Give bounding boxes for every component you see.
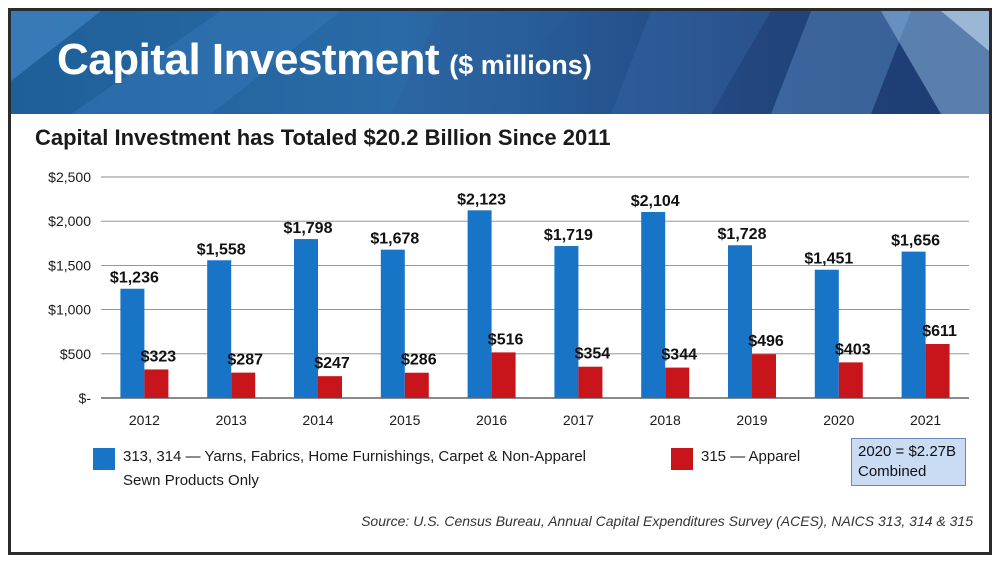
bar-series-1 [294, 239, 318, 398]
data-label-series-1: $1,719 [544, 227, 593, 244]
data-label-series-2: $354 [575, 346, 611, 363]
legend-label-series-1-line2: Sewn Products Only [123, 472, 259, 489]
bar-series-1 [901, 251, 926, 398]
bar-series-2 [578, 366, 603, 398]
x-tick-label: 2018 [650, 412, 681, 428]
data-label-series-2: $611 [922, 323, 957, 340]
bar-series-2 [665, 367, 690, 398]
data-label-series-2: $323 [141, 348, 177, 365]
data-label-series-2: $496 [748, 333, 784, 350]
data-label-series-2: $344 [661, 347, 697, 364]
legend-label-series-1: 313, 314 — Yarns, Fabrics, Home Furnishi… [123, 445, 586, 493]
bar-series-1 [728, 245, 752, 398]
data-label-series-1: $1,678 [370, 231, 419, 248]
bar-series-1 [120, 288, 145, 398]
data-label-series-1: $2,104 [631, 193, 680, 210]
legend-label-series-1-line1: 313, 314 — Yarns, Fabrics, Home Furnishi… [123, 448, 586, 465]
y-tick-label: $2,500 [48, 169, 91, 185]
legend-swatch-series-1 [93, 448, 115, 470]
data-label-series-1: $2,123 [457, 191, 506, 208]
y-tick-label: $2,000 [48, 213, 91, 229]
data-label-series-2: $516 [488, 331, 524, 348]
data-label-series-1: $1,451 [804, 251, 853, 268]
bar-series-2 [925, 343, 950, 398]
bar-series-1 [207, 260, 232, 398]
data-label-series-2: $247 [314, 355, 350, 372]
x-tick-label: 2020 [823, 412, 854, 428]
y-tick-label: $- [79, 390, 92, 406]
source-note: Source: U.S. Census Bureau, Annual Capit… [361, 513, 973, 529]
data-label-series-1: $1,798 [284, 220, 333, 237]
x-tick-label: 2017 [563, 412, 594, 428]
page-title: Capital Investment ($ millions) [57, 35, 592, 85]
note-line-2: Combined [858, 463, 927, 480]
infographic-frame: Capital Investment ($ millions) Capital I… [8, 8, 992, 555]
data-label-series-1: $1,558 [197, 241, 246, 258]
bar-series-1 [380, 249, 405, 398]
data-label-series-2: $403 [835, 341, 871, 358]
label-layer: $1,236 $323 $1,558 $287 $1,798 $247 $1,678 $286… [110, 191, 957, 372]
data-label-series-2: $287 [227, 352, 263, 369]
bar-series-1 [641, 212, 666, 398]
chart-title: Capital Investment has Totaled $20.2 Bil… [35, 125, 611, 150]
x-tick-label: 2013 [216, 412, 247, 428]
legend-label-series-2: 315 — Apparel [701, 448, 801, 465]
bar-series-2 [318, 376, 342, 398]
header-banner: Capital Investment ($ millions) [11, 11, 989, 114]
data-label-series-2: $286 [401, 352, 437, 369]
y-tick-label: $500 [60, 346, 91, 362]
x-tick-label: 2019 [736, 412, 767, 428]
bar-layer [120, 210, 950, 398]
bar-series-1 [814, 269, 839, 398]
annotation-note: 2020 = $2.27B Combined [851, 438, 966, 486]
x-tick-label: 2015 [389, 412, 420, 428]
data-label-series-1: $1,236 [110, 270, 159, 287]
x-tick-label: 2016 [476, 412, 507, 428]
title-main: Capital Investment [57, 35, 440, 84]
y-tick-label: $1,000 [48, 302, 91, 318]
axis-layer: $- $500 $1,000 $1,500 $2,000 $2,500 2012 2013 20… [48, 169, 941, 428]
bar-series-2 [144, 369, 169, 398]
bar-series-2 [752, 354, 776, 398]
banner-decoration [11, 11, 989, 114]
bar-series-2 [231, 372, 256, 398]
bar-series-1 [554, 246, 579, 398]
note-line-1: 2020 = $2.27B [858, 443, 957, 460]
bar-series-2 [491, 352, 516, 398]
x-tick-label: 2014 [302, 412, 333, 428]
x-tick-label: 2012 [129, 412, 160, 428]
x-tick-label: 2021 [910, 412, 941, 428]
bar-series-2 [404, 372, 429, 398]
bar-series-1 [467, 210, 492, 398]
y-tick-label: $1,500 [48, 257, 91, 273]
bar-series-2 [838, 362, 863, 398]
bar-chart: $- $500 $1,000 $1,500 $2,000 $2,500 2012 2013 20… [48, 169, 969, 428]
data-label-series-1: $1,656 [891, 233, 940, 250]
legend-swatch-series-2 [671, 448, 693, 470]
data-label-series-1: $1,728 [718, 226, 767, 243]
title-unit: ($ millions) [449, 50, 592, 80]
